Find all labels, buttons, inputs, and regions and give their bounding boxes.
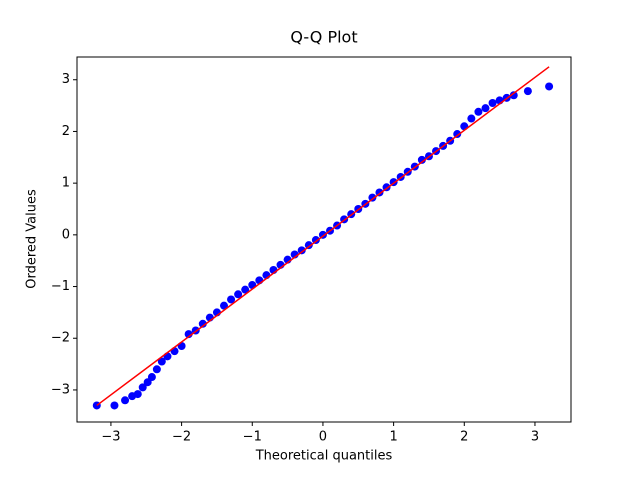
y-tick-label: −2 bbox=[51, 331, 70, 346]
x-tick-label: −2 bbox=[172, 430, 191, 445]
x-tick-label: 3 bbox=[531, 430, 539, 445]
x-tick-label: 0 bbox=[319, 430, 327, 445]
point bbox=[474, 107, 483, 116]
x-axis-label: Theoretical quantiles bbox=[255, 449, 393, 464]
point bbox=[234, 290, 243, 299]
point bbox=[147, 373, 156, 382]
point bbox=[163, 352, 172, 361]
point bbox=[417, 155, 426, 164]
plot-frame bbox=[76, 56, 572, 423]
point bbox=[481, 104, 490, 113]
x-tick-label: 2 bbox=[460, 430, 468, 445]
point bbox=[110, 401, 119, 410]
point bbox=[523, 87, 532, 96]
point bbox=[453, 130, 462, 139]
point bbox=[545, 82, 554, 91]
y-tick-label: 3 bbox=[62, 72, 70, 87]
x-tick-label: 1 bbox=[389, 430, 397, 445]
x-tick-label: −1 bbox=[243, 430, 262, 445]
point bbox=[509, 91, 518, 100]
point bbox=[121, 396, 130, 405]
point bbox=[488, 99, 497, 108]
chart-title: Q-Q Plot bbox=[290, 28, 357, 47]
point bbox=[157, 357, 166, 366]
point bbox=[297, 246, 306, 255]
y-tick-label: −1 bbox=[51, 279, 70, 294]
fit-line bbox=[96, 66, 550, 407]
y-tick-label: 1 bbox=[62, 176, 70, 191]
x-tick-label: −3 bbox=[101, 430, 120, 445]
y-axis-label: Ordered Values bbox=[25, 189, 40, 289]
y-tick-label: 2 bbox=[62, 124, 70, 139]
point bbox=[152, 365, 161, 374]
point bbox=[219, 301, 228, 310]
y-tick-label: −3 bbox=[51, 382, 70, 397]
point bbox=[133, 390, 142, 399]
point bbox=[304, 241, 313, 250]
point bbox=[170, 347, 179, 356]
point bbox=[138, 383, 147, 392]
point bbox=[227, 295, 236, 304]
point bbox=[368, 193, 377, 202]
point bbox=[241, 285, 250, 294]
y-tick-label: 0 bbox=[62, 227, 70, 242]
point bbox=[467, 114, 476, 123]
point bbox=[198, 319, 207, 328]
